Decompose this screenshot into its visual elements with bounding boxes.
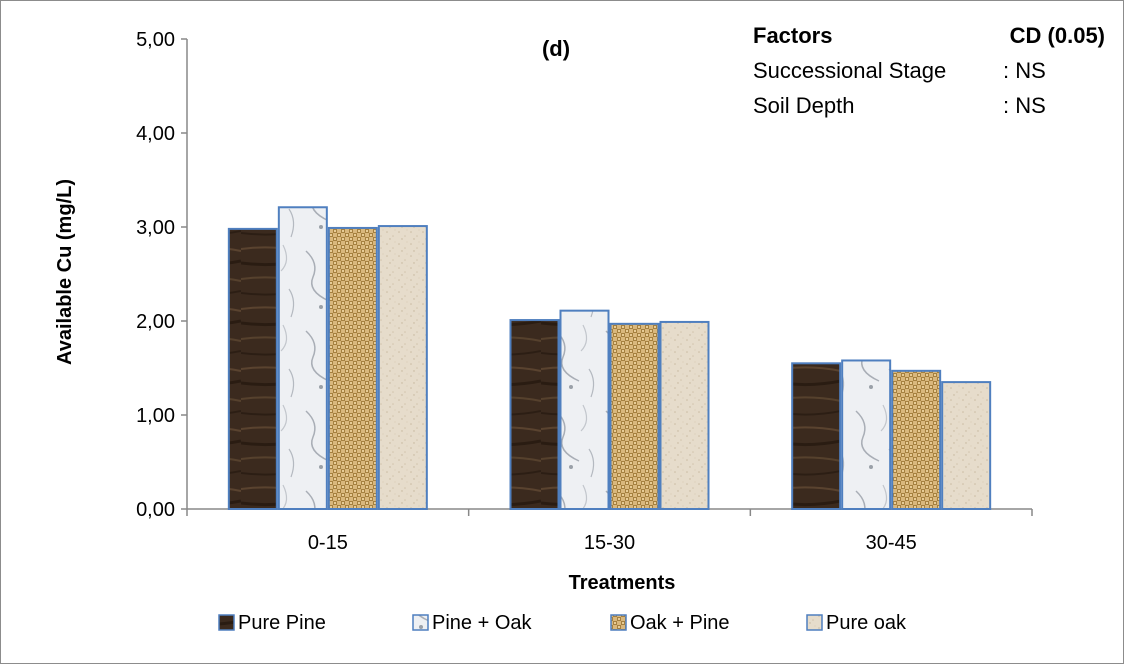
y-tick-label: 5,00: [136, 29, 175, 51]
panel-label: (d): [542, 36, 570, 61]
legend-label-pine-oak: Pine + Oak: [432, 612, 533, 634]
x-tick-label: 0-15: [308, 532, 348, 554]
bar-pure-pine: [791, 362, 842, 510]
bar-pine-oak: [841, 359, 892, 511]
bar-oak-pine: [609, 322, 660, 510]
legend-label-pure-pine: Pure Pine: [238, 612, 326, 634]
bar-pure-pine: [509, 319, 560, 510]
y-tick-label: 0,00: [136, 499, 175, 521]
factor-row-label: Successional Stage: [753, 58, 946, 83]
bar-pure-pine: [227, 227, 278, 510]
y-tick-label: 2,00: [136, 311, 175, 333]
y-tick-label: 3,00: [136, 217, 175, 239]
factors-header: Factors: [753, 23, 832, 48]
bar-pure-oak: [377, 225, 428, 510]
bar-pine-oak: [277, 206, 328, 510]
bar-pure-oak: [659, 320, 710, 510]
bar-oak-pine: [891, 369, 942, 510]
bar-pine-oak: [559, 309, 610, 510]
x-tick-label: 15-30: [584, 532, 635, 554]
bar-pure-oak: [941, 381, 992, 511]
y-tick-label: 4,00: [136, 123, 175, 145]
legend: Pure Pine Pine + Oak Oak + Pine Pure oak: [218, 612, 907, 634]
legend-swatch-oak-pine: [610, 614, 627, 631]
x-axis-title: Treatments: [569, 572, 676, 594]
y-tick-label: 1,00: [136, 405, 175, 427]
factor-row-value: : NS: [1003, 93, 1046, 118]
legend-label-oak-pine: Oak + Pine: [630, 612, 730, 634]
plot-area: 0,00 1,00 2,00 3,00 4,00 5,00 0-15 15-30 30-45: [136, 29, 1033, 554]
cd-header: CD (0.05): [1010, 23, 1105, 48]
legend-label-pure-oak: Pure oak: [826, 612, 907, 634]
cd-annotation: Factors CD (0.05) Successional Stage : N…: [753, 23, 1105, 118]
bar-oak-pine: [327, 226, 378, 510]
legend-swatch-pine-oak: [412, 614, 429, 631]
legend-swatch-pure-pine: [218, 614, 235, 631]
factor-row-label: Soil Depth: [753, 93, 855, 118]
y-axis-title: Available Cu (mg/L): [54, 179, 76, 365]
legend-swatch-pure-oak: [806, 614, 823, 631]
factor-row-value: : NS: [1003, 58, 1046, 83]
x-tick-label: 30-45: [866, 532, 917, 554]
